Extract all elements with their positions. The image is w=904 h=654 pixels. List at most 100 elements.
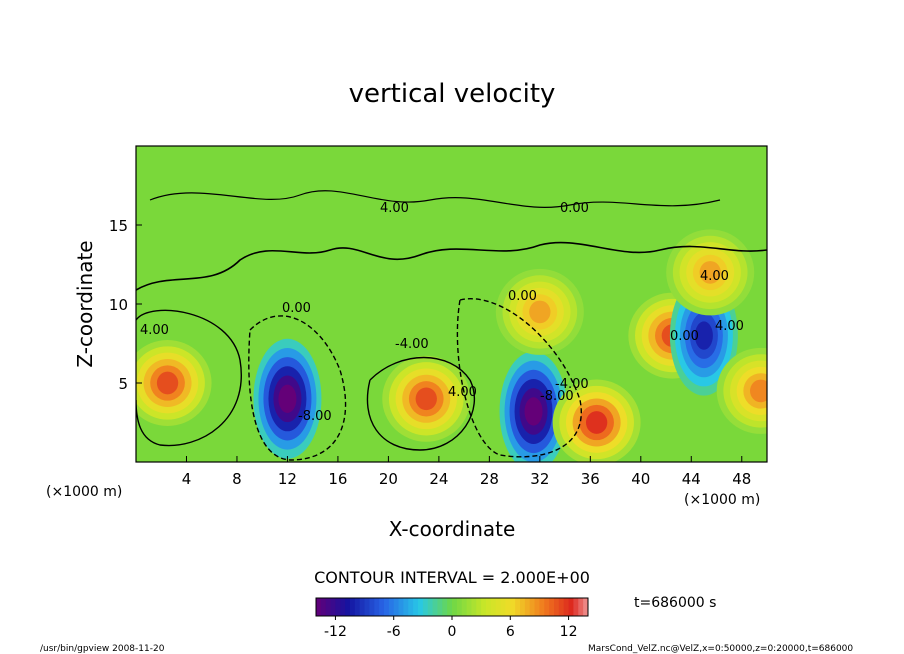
colorbar-cell [515, 598, 521, 616]
colorbar-cell [524, 598, 531, 616]
colorbar-cell [481, 598, 487, 616]
colorbar-cell [369, 598, 375, 616]
colorbar-cells [316, 598, 589, 616]
velocity-cell [382, 355, 471, 442]
colorbar-cell [393, 598, 400, 616]
contour-label: 4.00 [448, 385, 477, 400]
colorbar-cell [427, 598, 434, 616]
colorbar-cell [495, 598, 502, 616]
colorbar-cell [350, 598, 356, 616]
colorbar-tick-label: 0 [448, 624, 457, 640]
velocity-cell-level [699, 261, 721, 284]
colorbar-cell [359, 598, 366, 616]
contour-upper-line [149, 190, 721, 208]
velocity-cell-level [278, 384, 297, 413]
colorbar-cell [554, 598, 560, 616]
colorbar-cell [583, 598, 589, 616]
x-tick-label: 16 [328, 470, 347, 488]
colorbar-cell [388, 598, 395, 616]
colorbar-cell [432, 598, 438, 616]
velocity-cell [666, 229, 755, 316]
contour-label: -4.00 [395, 337, 429, 352]
contour-left-cell [136, 309, 242, 447]
contour-updraft-a [366, 356, 476, 451]
velocity-cell [552, 379, 641, 462]
x-tick-label: 8 [232, 470, 242, 488]
colorbar-cell [534, 598, 540, 616]
colorbar-cell [379, 598, 385, 616]
contour-zero-line [136, 241, 767, 291]
colorbar-cell [403, 598, 409, 616]
colorbar-cell [461, 598, 468, 616]
x-tick-label: 4 [182, 470, 192, 488]
x-axis-label: X-coordinate [389, 517, 516, 541]
contour-label: 4.00 [715, 319, 744, 334]
colorbar-cell [578, 598, 584, 616]
velocity-cell-level [694, 321, 713, 350]
contour-label: 4.00 [700, 269, 729, 284]
colorbar-cell [510, 598, 516, 616]
contour-label: 4.00 [380, 201, 409, 216]
x-tick-label: 40 [631, 470, 650, 488]
colorbar-cell [330, 598, 336, 616]
colorbar-cell [452, 598, 458, 616]
colorbar-cell [364, 598, 370, 616]
contour-label: 0.00 [508, 289, 537, 304]
time-label: t=686000 s [634, 595, 716, 611]
colorbar-tick-label: 6 [506, 624, 515, 640]
y-tick-label: 15 [109, 217, 128, 235]
colorbar-cell [505, 598, 511, 616]
colorbar-cell [466, 598, 472, 616]
x-axis-ticks: 4 8 12 16 20 24 28 32 36 40 44 48 [182, 456, 751, 488]
colorbar-cell [340, 598, 346, 616]
x-tick-label: 12 [278, 470, 297, 488]
colorbar-cell [529, 598, 536, 616]
velocity-cell [136, 340, 212, 426]
colorbar-tick-label: -6 [387, 624, 401, 640]
colorbar-cell [558, 598, 565, 616]
y-axis-label: Z-coordinate [73, 240, 97, 367]
colorbar-cell [422, 598, 429, 616]
velocity-cell-level [529, 300, 551, 324]
footer-left: /usr/bin/gpview 2008-11-20 [40, 644, 165, 654]
contour-label-group: 4.000.000.004.00-8.004.000.00-4.00-4.00-… [140, 201, 744, 424]
colorbar-cell [447, 598, 453, 616]
x-tick-label: 28 [480, 470, 499, 488]
colorbar-cell [573, 598, 579, 616]
colorbar-cell [563, 598, 570, 616]
contour-label: -8.00 [298, 409, 332, 424]
x-tick-label: 44 [682, 470, 701, 488]
contour-label: 0.00 [282, 301, 311, 316]
colorbar-cell [345, 598, 351, 616]
colorbar-cell [471, 598, 477, 616]
colorbar-tick-label: 12 [560, 624, 578, 640]
colorbar-ticks: -12 -6 0 6 12 [324, 616, 577, 640]
velocity-cell-level [524, 397, 543, 426]
x-unit-right: (×1000 m) [684, 492, 760, 508]
x-tick-label: 36 [581, 470, 600, 488]
contour-lines [136, 190, 767, 461]
colorbar-cell [549, 598, 555, 616]
colorbar-cell [568, 598, 574, 616]
colorbar-cell [325, 598, 332, 616]
colorbar-cell [398, 598, 404, 616]
contour-label: 0.00 [560, 201, 589, 216]
plot-area: 4.000.000.004.00-8.004.000.00-4.00-4.00-… [135, 145, 768, 463]
x-unit-left: (×1000 m) [46, 484, 122, 500]
colorbar-cell [354, 598, 361, 616]
colorbar: -12 -6 0 6 12 [315, 597, 589, 640]
colorbar-cell [456, 598, 463, 616]
x-tick-label: 20 [379, 470, 398, 488]
contour-label: 4.00 [140, 323, 169, 338]
colorbar-cell [335, 598, 341, 616]
colorbar-cell [490, 598, 497, 616]
velocity-cell-level [415, 387, 437, 411]
contour-label: 0.00 [670, 329, 699, 344]
colorbar-cell [384, 598, 390, 616]
colorbar-cell [539, 598, 545, 616]
colorbar-cell [476, 598, 482, 616]
y-tick-label: 5 [118, 375, 128, 393]
colorbar-cell [418, 598, 424, 616]
y-tick-label: 10 [109, 296, 128, 314]
colorbar-cell [486, 598, 492, 616]
